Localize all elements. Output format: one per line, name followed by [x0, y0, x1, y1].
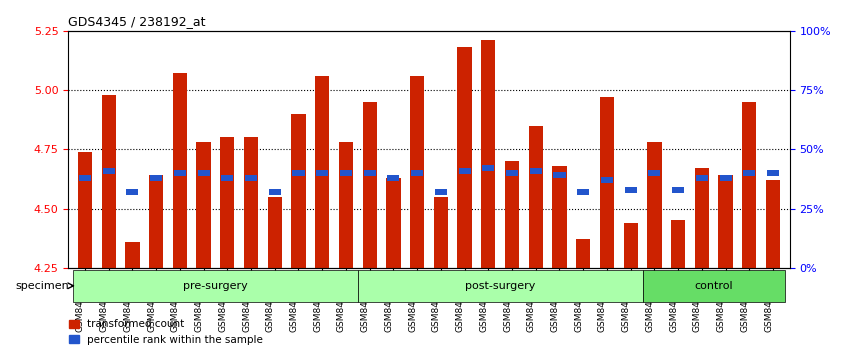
Bar: [529, 126, 543, 268]
Bar: [173, 73, 187, 268]
Bar: [316, 170, 328, 176]
Bar: [244, 137, 258, 268]
Text: post-surgery: post-surgery: [465, 281, 536, 291]
Bar: [149, 175, 163, 268]
Bar: [340, 170, 352, 176]
Bar: [553, 172, 565, 178]
FancyBboxPatch shape: [73, 270, 358, 302]
Bar: [695, 175, 708, 181]
Bar: [459, 168, 470, 173]
Bar: [387, 175, 399, 181]
Bar: [102, 168, 115, 173]
Bar: [338, 142, 353, 268]
Bar: [102, 95, 116, 268]
Bar: [269, 189, 281, 195]
FancyBboxPatch shape: [358, 270, 643, 302]
FancyBboxPatch shape: [643, 270, 785, 302]
Bar: [552, 166, 567, 268]
Text: specimen: specimen: [15, 281, 69, 291]
Bar: [173, 170, 186, 176]
Bar: [434, 197, 448, 268]
Bar: [742, 102, 756, 268]
Text: pre-surgery: pre-surgery: [183, 281, 248, 291]
Bar: [435, 189, 447, 195]
Bar: [506, 170, 518, 176]
Bar: [222, 175, 233, 181]
Bar: [530, 168, 541, 173]
Bar: [482, 165, 494, 171]
Bar: [767, 170, 779, 176]
Bar: [267, 197, 282, 268]
Bar: [291, 114, 305, 268]
Text: GDS4345 / 238192_at: GDS4345 / 238192_at: [69, 15, 206, 28]
Bar: [647, 142, 662, 268]
Bar: [220, 137, 234, 268]
Bar: [671, 221, 685, 268]
Bar: [505, 161, 519, 268]
Bar: [387, 178, 400, 268]
Bar: [720, 175, 732, 181]
Bar: [672, 187, 684, 193]
Bar: [363, 102, 376, 268]
Bar: [458, 47, 472, 268]
Bar: [601, 177, 613, 183]
Bar: [364, 170, 376, 176]
Bar: [744, 170, 755, 176]
Text: control: control: [695, 281, 733, 291]
Bar: [695, 168, 709, 268]
Bar: [78, 152, 92, 268]
Bar: [577, 189, 590, 195]
Bar: [411, 170, 423, 176]
Bar: [624, 223, 638, 268]
Bar: [576, 240, 591, 268]
Bar: [766, 180, 780, 268]
Bar: [245, 175, 257, 181]
Bar: [293, 170, 305, 176]
Bar: [481, 40, 496, 268]
Bar: [624, 187, 637, 193]
Bar: [79, 175, 91, 181]
Bar: [197, 170, 210, 176]
Bar: [315, 76, 329, 268]
Bar: [648, 170, 661, 176]
Bar: [150, 175, 162, 181]
Bar: [125, 242, 140, 268]
Bar: [410, 76, 424, 268]
Bar: [600, 97, 614, 268]
Bar: [718, 175, 733, 268]
Bar: [126, 189, 139, 195]
Legend: transformed count, percentile rank within the sample: transformed count, percentile rank withi…: [64, 315, 267, 349]
Bar: [196, 142, 211, 268]
